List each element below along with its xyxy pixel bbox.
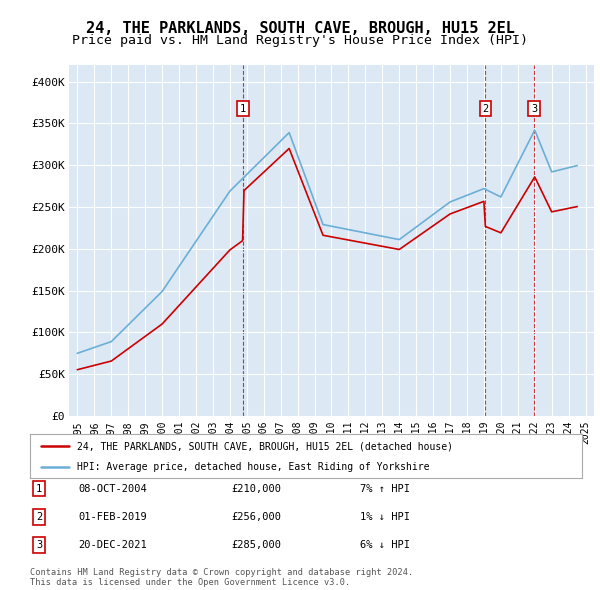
Text: £285,000: £285,000 [231, 540, 281, 550]
Text: 2: 2 [482, 104, 488, 114]
Text: 3: 3 [531, 104, 538, 114]
Text: 24, THE PARKLANDS, SOUTH CAVE, BROUGH, HU15 2EL (detached house): 24, THE PARKLANDS, SOUTH CAVE, BROUGH, H… [77, 441, 453, 451]
Text: 1% ↓ HPI: 1% ↓ HPI [360, 512, 410, 522]
Text: £256,000: £256,000 [231, 512, 281, 522]
Text: 6% ↓ HPI: 6% ↓ HPI [360, 540, 410, 550]
Text: HPI: Average price, detached house, East Riding of Yorkshire: HPI: Average price, detached house, East… [77, 462, 430, 472]
Text: Price paid vs. HM Land Registry's House Price Index (HPI): Price paid vs. HM Land Registry's House … [72, 34, 528, 47]
Text: 2: 2 [36, 512, 42, 522]
Text: 1: 1 [36, 484, 42, 493]
Text: 24, THE PARKLANDS, SOUTH CAVE, BROUGH, HU15 2EL: 24, THE PARKLANDS, SOUTH CAVE, BROUGH, H… [86, 21, 514, 35]
Text: £210,000: £210,000 [231, 484, 281, 493]
Text: 08-OCT-2004: 08-OCT-2004 [78, 484, 147, 493]
Text: 20-DEC-2021: 20-DEC-2021 [78, 540, 147, 550]
Text: 7% ↑ HPI: 7% ↑ HPI [360, 484, 410, 493]
Text: Contains HM Land Registry data © Crown copyright and database right 2024.
This d: Contains HM Land Registry data © Crown c… [30, 568, 413, 587]
Text: 3: 3 [36, 540, 42, 550]
Text: 1: 1 [240, 104, 246, 114]
Text: 01-FEB-2019: 01-FEB-2019 [78, 512, 147, 522]
